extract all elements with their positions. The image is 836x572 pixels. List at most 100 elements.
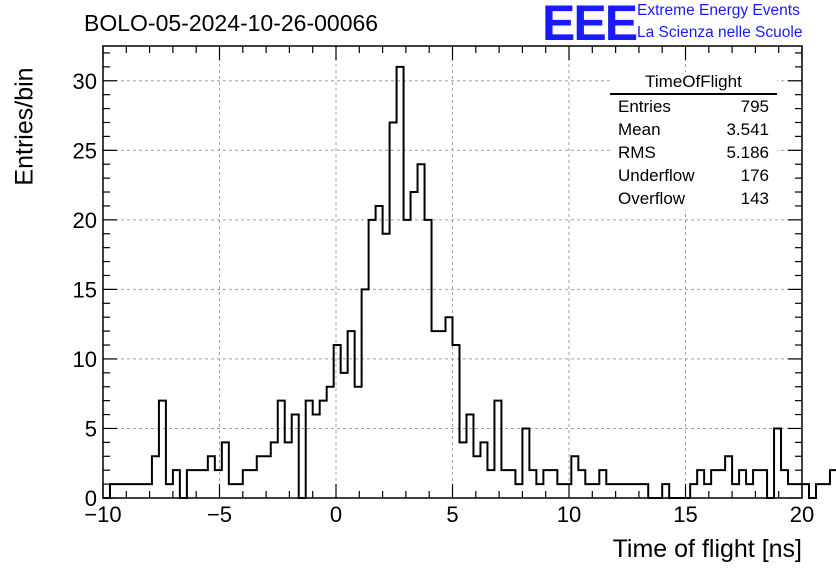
eee-logo: EEE	[542, 0, 638, 51]
stats-box-title: TimeOfFlight	[610, 72, 777, 95]
histogram-bin	[725, 456, 732, 498]
histogram-bin	[362, 289, 369, 498]
histogram-bin	[641, 484, 648, 498]
histogram-bin	[802, 484, 809, 498]
histogram-bin	[823, 484, 830, 498]
stat-row-rms: RMS 5.186	[610, 141, 777, 164]
x-tick-label: −10	[84, 502, 121, 527]
histogram-bin	[159, 401, 166, 498]
x-tick-label: 20	[790, 502, 814, 527]
histogram-bin	[292, 415, 299, 498]
histogram-bin	[592, 484, 599, 498]
histogram-line	[103, 65, 836, 499]
y-tick-label: 5	[85, 416, 97, 441]
stat-label: Overflow	[618, 189, 686, 208]
histogram-bin	[383, 234, 390, 498]
histogram-bin	[620, 484, 627, 498]
histogram-bin	[585, 484, 592, 498]
histogram-bin	[306, 401, 313, 498]
histogram-bin	[390, 122, 397, 498]
histogram-bin	[425, 220, 432, 498]
histogram-bin	[536, 484, 543, 498]
histogram-bin	[166, 484, 173, 498]
stat-row-mean: Mean 3.541	[610, 118, 777, 141]
stat-row-entries: Entries 795	[610, 95, 777, 118]
histogram-bin	[439, 331, 446, 498]
histogram-bin	[718, 470, 725, 498]
histogram-bin	[348, 331, 355, 498]
histogram-bin	[739, 470, 746, 498]
histogram-bin	[341, 373, 348, 498]
histogram-bin	[599, 470, 606, 498]
stat-label: Mean	[618, 120, 661, 139]
x-tick-label: 5	[446, 502, 458, 527]
histogram-bin	[480, 442, 487, 498]
histogram-bin	[201, 470, 208, 498]
histogram-bin	[550, 470, 557, 498]
histogram-bin	[753, 470, 760, 498]
stats-box: TimeOfFlight Entries 795 Mean 3.541 RMS 5.186…	[610, 72, 777, 210]
histogram-bin	[152, 456, 159, 498]
histogram-bin	[459, 442, 466, 498]
histogram-bin	[376, 206, 383, 498]
histogram-bin	[110, 484, 117, 498]
histogram-bin	[606, 484, 613, 498]
histogram-bin	[466, 415, 473, 498]
stat-label: Entries	[618, 97, 671, 116]
histogram-bin	[145, 484, 152, 498]
y-tick-label: 15	[73, 277, 97, 302]
histogram-bin	[501, 470, 508, 498]
run-title: BOLO-05-2024-10-26-00066	[84, 10, 379, 36]
histogram-bin	[411, 192, 418, 498]
histogram-bin	[662, 484, 669, 498]
histogram-bin	[571, 456, 578, 498]
histogram-bin	[173, 470, 180, 498]
histogram-bin	[278, 401, 285, 498]
histogram-bin	[208, 456, 215, 498]
histogram-bin	[250, 470, 257, 498]
x-tick-label: −5	[207, 502, 232, 527]
histogram-bin	[453, 345, 460, 498]
histogram-bin	[578, 470, 585, 498]
y-tick-label: 30	[73, 69, 97, 94]
histogram-bin	[515, 484, 522, 498]
histogram-bin	[529, 470, 536, 498]
histogram-bin	[522, 428, 529, 498]
histogram-bin	[473, 456, 480, 498]
logo-line-1: Extreme Energy Events	[637, 2, 800, 19]
histogram-bin	[711, 470, 718, 498]
y-axis-label: Entries/bin	[10, 67, 39, 186]
stat-value: 3.541	[726, 120, 769, 139]
stat-value: 143	[740, 189, 769, 208]
histogram-bin	[257, 456, 264, 498]
histogram-bin	[564, 484, 571, 498]
histogram-bin	[830, 470, 836, 498]
histogram-bin	[264, 456, 271, 498]
histogram-bin	[215, 470, 222, 498]
histogram-bin	[124, 484, 131, 498]
histogram-bin	[313, 415, 320, 498]
histogram-bin	[795, 484, 802, 498]
grid-layer	[103, 46, 802, 498]
histogram-bin	[194, 470, 201, 498]
histogram-bin	[557, 484, 564, 498]
histogram-bin	[816, 484, 823, 498]
stat-value: 795	[740, 97, 769, 116]
histogram-bin	[271, 442, 278, 498]
stat-row-overflow: Overflow 143	[610, 187, 777, 210]
histogram-bin	[690, 484, 697, 498]
stat-label: Underflow	[618, 166, 695, 185]
tick-labels: −10 −5 0 5 10 15 20 0 5 10 15 20 25 30	[73, 69, 815, 527]
histogram-bin	[138, 484, 145, 498]
histogram-bin	[634, 484, 641, 498]
y-tick-label: 0	[85, 486, 97, 511]
histogram-bin	[543, 470, 550, 498]
histogram-bin	[320, 401, 327, 498]
histogram-bin	[187, 470, 194, 498]
histogram-bin	[397, 67, 404, 498]
x-axis-label: Time of flight [ns]	[612, 535, 802, 563]
histogram-bin	[760, 470, 767, 498]
histogram-bin	[418, 164, 425, 498]
histogram-bin	[327, 387, 334, 498]
